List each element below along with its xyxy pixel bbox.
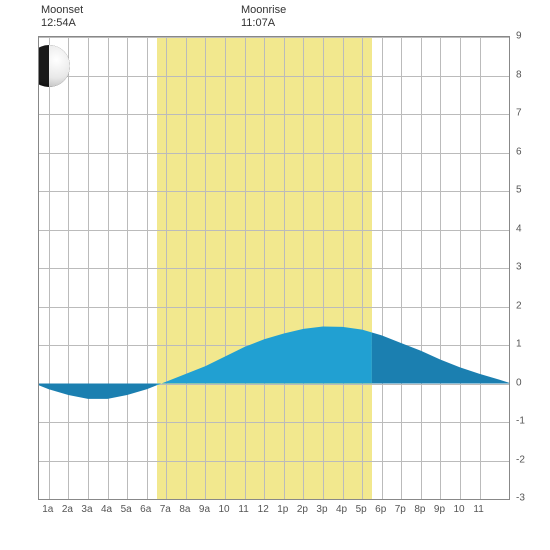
moonrise-label: Moonrise 11:07A [241,4,286,30]
x-tick-label: 2p [297,504,308,515]
x-tick-label: 2a [62,504,73,515]
moonset-label: Moonset 12:54A [41,4,83,30]
y-tick-label: -1 [516,416,525,427]
x-tick-label: 11 [473,504,483,515]
y-tick-label: 7 [516,108,522,119]
plot-area [38,36,510,500]
moonset-time: 12:54A [41,17,76,29]
y-tick-label: 6 [516,146,522,157]
x-tick-label: 5p [356,504,367,515]
x-tick-label: 7p [395,504,406,515]
moonrise-title: Moonrise [241,4,286,16]
x-tick-label: 9p [434,504,445,515]
x-tick-label: 1a [42,504,53,515]
x-tick-label: 3a [81,504,92,515]
y-tick-label: 3 [516,262,522,273]
x-tick-label: 1p [277,504,288,515]
y-tick-label: 2 [516,300,522,311]
y-tick-label: 1 [516,339,522,350]
y-tick-label: -2 [516,454,525,465]
x-tick-label: 9a [199,504,210,515]
y-tick-label: 0 [516,377,522,388]
x-tick-label: 4a [101,504,112,515]
x-tick-label: 10 [453,504,464,515]
x-tick-label: 11 [238,504,248,515]
y-tick-label: -3 [516,493,525,504]
moon-phase-icon [38,45,70,87]
x-tick-label: 7a [160,504,171,515]
x-tick-label: 8p [414,504,425,515]
tide-chart: Moonset 12:54A Moonrise 11:07A 1a 2a 3a 4a 5… [0,0,550,550]
tide-curve [39,37,509,499]
moonrise-time: 11:07A [241,17,275,29]
y-tick-label: 8 [516,69,522,80]
x-tick-label: 4p [336,504,347,515]
x-tick-label: 10 [218,504,229,515]
x-tick-label: 6p [375,504,386,515]
moonset-title: Moonset [41,4,83,16]
y-tick-label: 9 [516,31,522,42]
grid-horizontal [39,499,509,500]
y-tick-label: 4 [516,223,522,234]
y-tick-label: 5 [516,185,522,196]
x-tick-label: 3p [316,504,327,515]
x-tick-label: 6a [140,504,151,515]
x-tick-label: 12 [258,504,269,515]
x-tick-label: 8a [179,504,190,515]
x-tick-label: 5a [121,504,132,515]
